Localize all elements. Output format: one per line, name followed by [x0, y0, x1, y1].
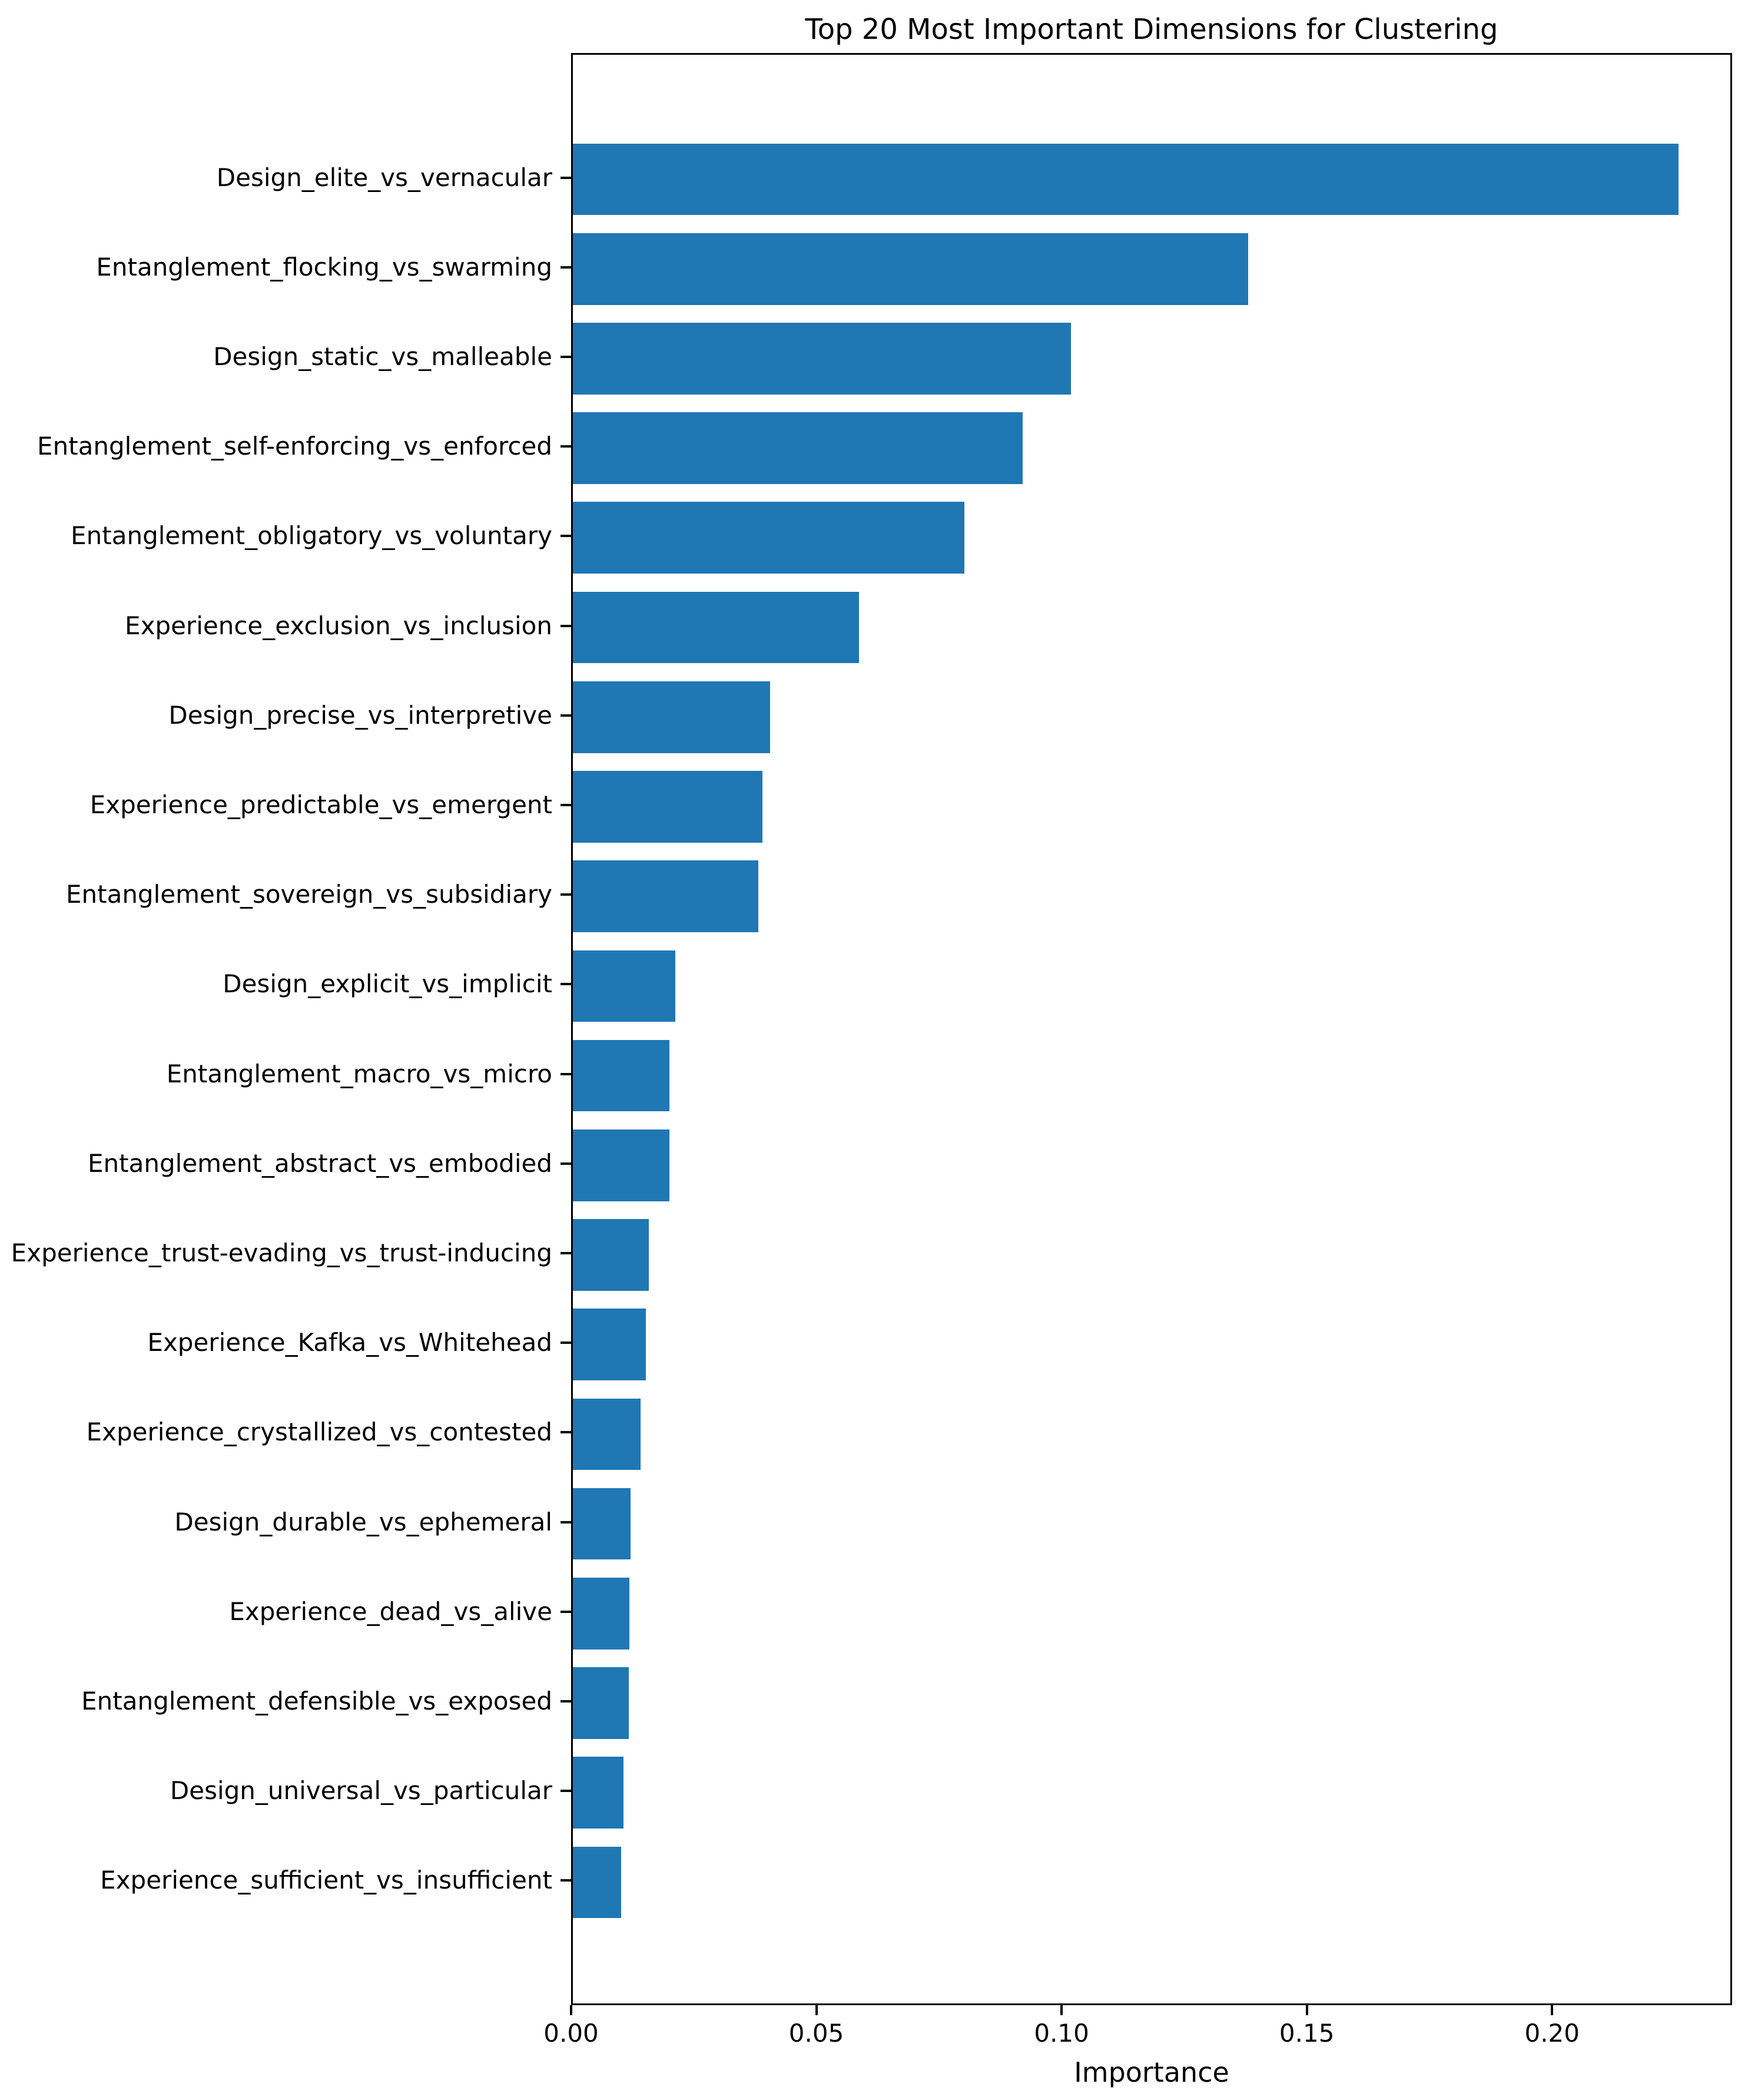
bar	[573, 1039, 670, 1112]
bar	[573, 591, 859, 664]
y-tick-mark	[560, 714, 571, 717]
chart-title: Top 20 Most Important Dimensions for Clu…	[805, 13, 1498, 46]
y-tick-mark	[560, 266, 571, 269]
plot-area	[571, 53, 1732, 2005]
y-tick-mark	[560, 1879, 571, 1882]
y-tick-label: Experience_predictable_vs_emergent	[89, 790, 552, 819]
y-tick-mark	[560, 803, 571, 806]
bar	[573, 1757, 623, 1829]
bar	[573, 1577, 629, 1649]
y-tick-label: Design_precise_vs_interpretive	[168, 700, 552, 730]
y-tick-mark	[560, 355, 571, 358]
y-tick-label: Experience_exclusion_vs_inclusion	[125, 611, 552, 640]
y-tick-label: Design_elite_vs_vernacular	[216, 163, 552, 192]
x-tick-mark	[1305, 2005, 1308, 2015]
bar	[573, 233, 1249, 305]
y-tick-label: Entanglement_abstract_vs_embodied	[88, 1148, 552, 1178]
y-tick-label: Experience_crystallized_vs_contested	[86, 1417, 552, 1447]
bar	[573, 1129, 670, 1201]
bar	[573, 860, 758, 933]
y-tick-mark	[560, 983, 571, 986]
y-tick-mark	[560, 624, 571, 627]
bar	[573, 1219, 649, 1291]
y-tick-mark	[560, 1790, 571, 1793]
y-tick-label: Design_explicit_vs_implicit	[223, 969, 552, 999]
bar	[573, 1309, 646, 1381]
y-tick-label: Design_universal_vs_particular	[170, 1776, 552, 1806]
y-tick-label: Entanglement_macro_vs_micro	[166, 1059, 552, 1088]
bar	[573, 1667, 629, 1739]
bar	[573, 1488, 631, 1560]
y-tick-mark	[560, 535, 571, 538]
bar	[573, 681, 770, 753]
y-tick-label: Entanglement_sovereign_vs_subsidiary	[65, 880, 552, 909]
bar	[573, 1846, 622, 1919]
y-tick-mark	[560, 1072, 571, 1075]
y-tick-label: Entanglement_flocking_vs_swarming	[96, 252, 552, 281]
y-tick-mark	[560, 893, 571, 896]
y-tick-mark	[560, 1610, 571, 1613]
x-tick-label: 0.05	[788, 2019, 844, 2048]
x-tick-mark	[570, 2005, 572, 2015]
x-tick-mark	[1551, 2005, 1554, 2015]
x-axis-title: Importance	[1074, 2056, 1229, 2088]
y-tick-label: Entanglement_obligatory_vs_voluntary	[71, 521, 552, 551]
x-tick-label: 0.15	[1279, 2019, 1335, 2048]
y-tick-mark	[560, 176, 571, 179]
bar	[573, 950, 676, 1022]
y-tick-mark	[560, 1252, 571, 1254]
y-tick-label: Entanglement_defensible_vs_exposed	[81, 1687, 552, 1716]
y-tick-label: Entanglement_self-enforcing_vs_enforced	[37, 432, 552, 461]
y-tick-mark	[560, 1162, 571, 1165]
bar	[573, 412, 1023, 485]
x-tick-label: 0.00	[543, 2019, 599, 2048]
y-tick-label: Experience_sufficient_vs_insufficient	[100, 1866, 552, 1895]
y-tick-label: Experience_Kafka_vs_Whitehead	[147, 1328, 552, 1357]
y-tick-label: Design_durable_vs_ephemeral	[174, 1507, 552, 1536]
bar	[573, 323, 1071, 395]
y-tick-label: Design_static_vs_malleable	[213, 342, 552, 371]
y-tick-label: Experience_dead_vs_alive	[229, 1596, 552, 1626]
x-tick-label: 0.10	[1034, 2019, 1089, 2048]
y-tick-mark	[560, 1521, 571, 1523]
x-tick-mark	[815, 2005, 818, 2015]
bar	[573, 143, 1679, 216]
x-tick-label: 0.20	[1524, 2019, 1580, 2048]
x-tick-mark	[1060, 2005, 1063, 2015]
bar	[573, 1398, 641, 1470]
y-tick-mark	[560, 1342, 571, 1344]
bar	[573, 502, 964, 574]
bar	[573, 771, 763, 843]
y-tick-mark	[560, 1431, 571, 1434]
y-tick-mark	[560, 445, 571, 448]
y-tick-label: Experience_trust-evading_vs_trust-induci…	[11, 1238, 552, 1267]
y-tick-mark	[560, 1700, 571, 1703]
